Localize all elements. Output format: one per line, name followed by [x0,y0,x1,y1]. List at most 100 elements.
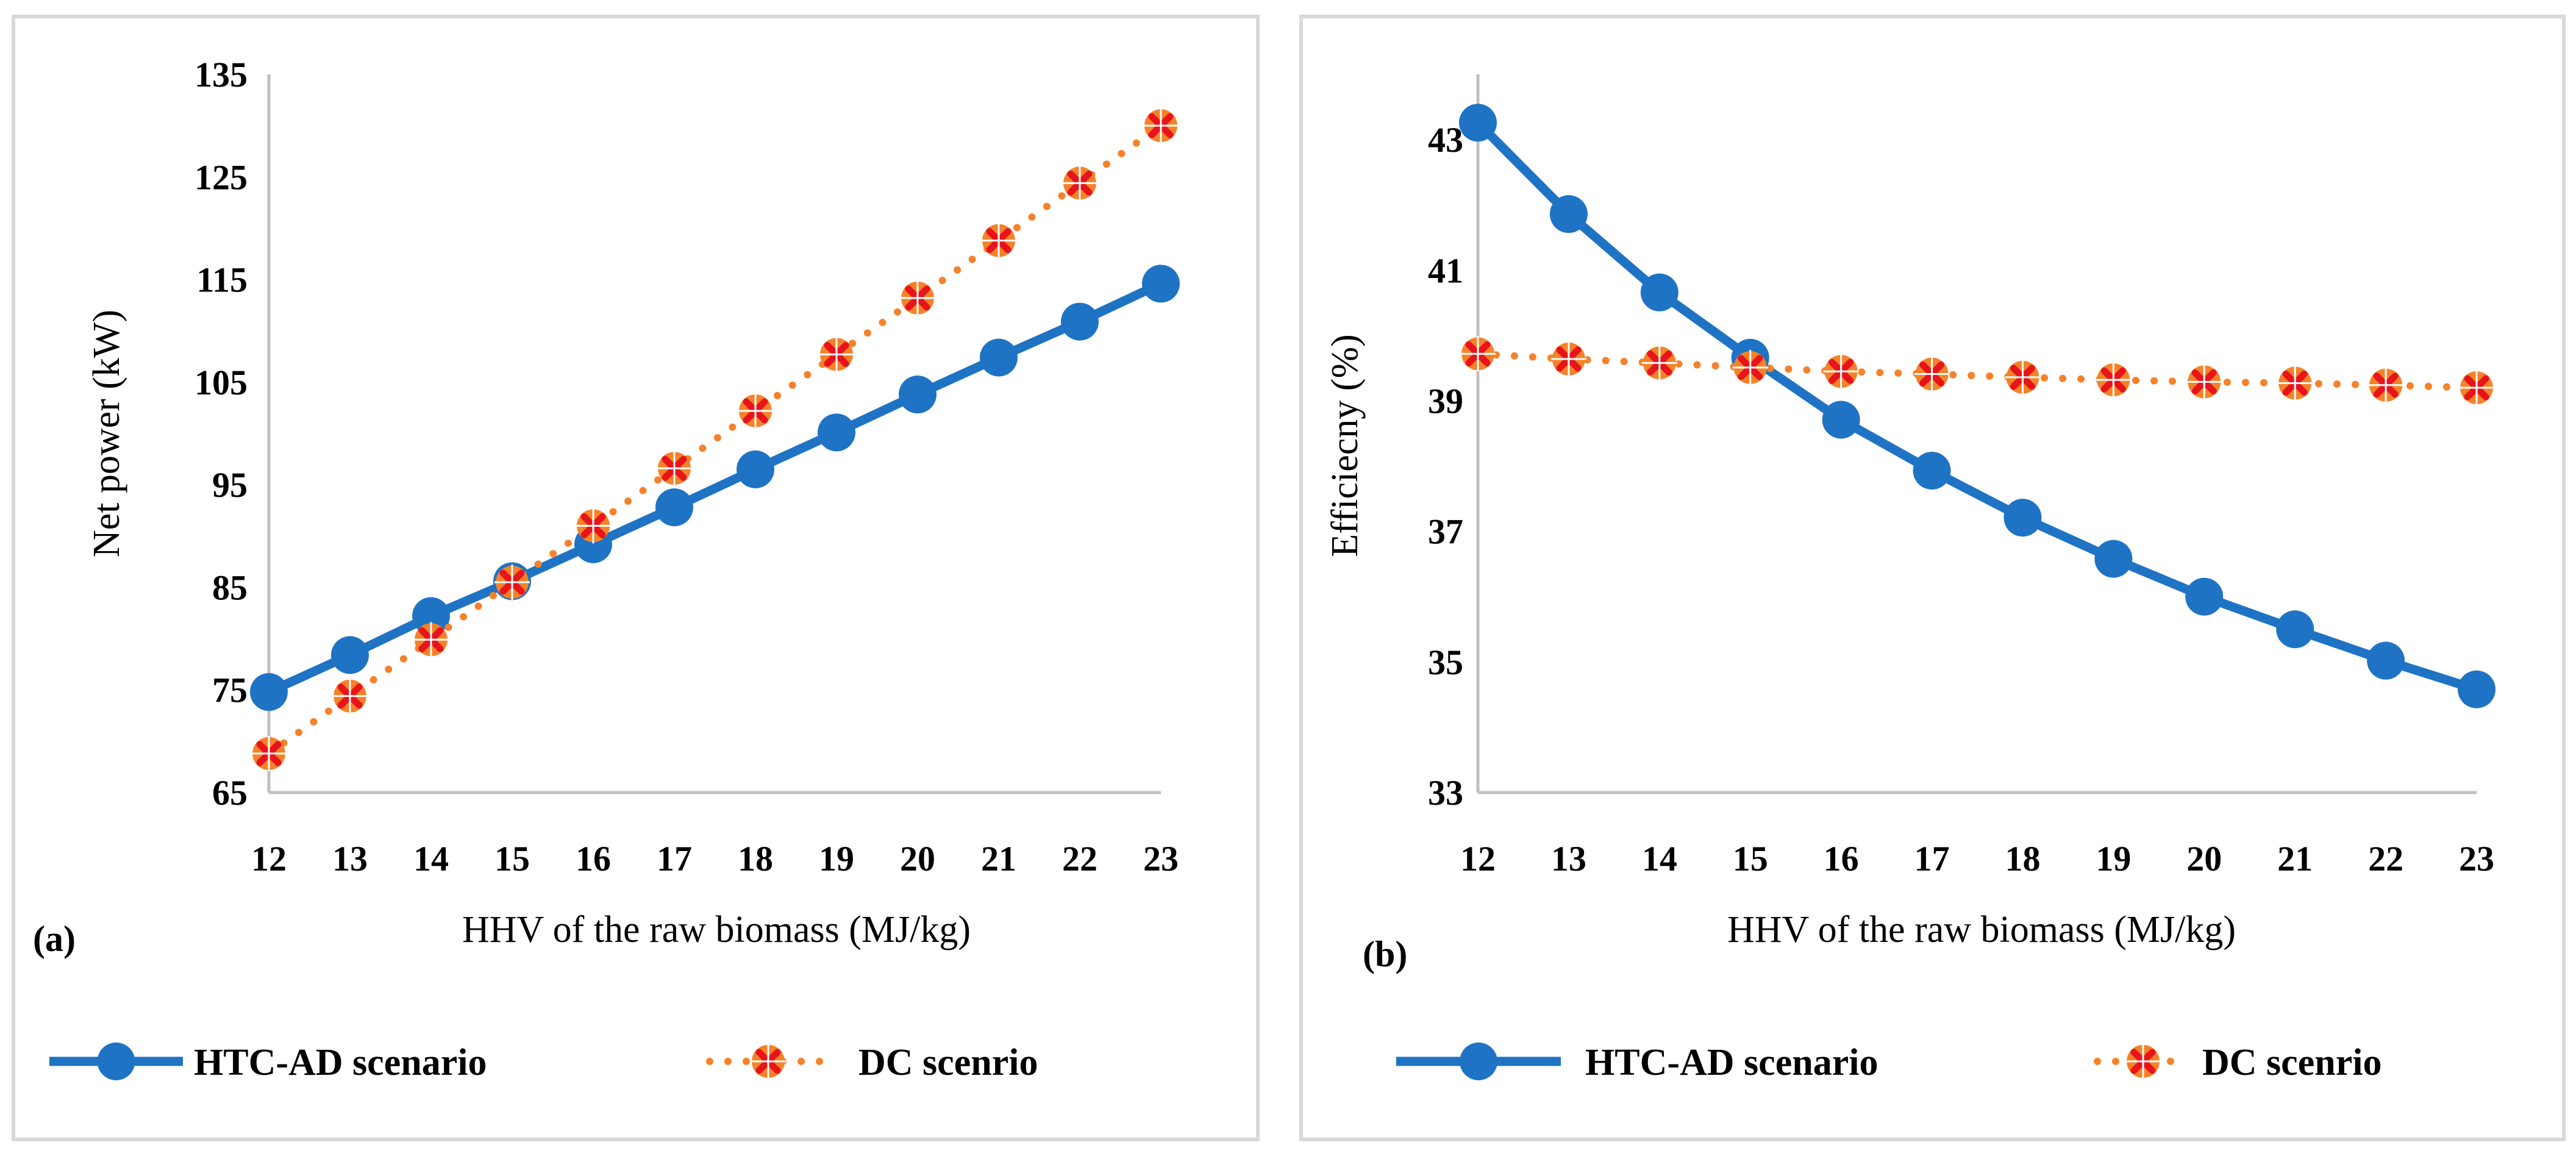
legend-dc-label: DC scenrio [2202,1042,2382,1083]
dc-data-point [2459,370,2494,406]
panel-b-border [1299,15,2566,1141]
y-tick-label: 85 [212,568,248,607]
htc-ad-data-point [1822,401,1860,439]
y-tick-label: 115 [196,260,248,300]
legend-htc-marker [97,1042,135,1080]
dc-data-point [576,508,611,544]
dc-data-point [494,565,530,600]
x-tick-label: 13 [1551,839,1586,878]
legend: HTC-AD scenario DC scenrio [49,1042,1038,1083]
x-tick-label: 12 [251,839,287,878]
y-tick-label: 75 [212,671,248,710]
htc-ad-data-point [1549,195,1588,233]
dc-data-point [2277,365,2313,401]
htc-ad-data-point [2003,499,2042,537]
dc-data-point [981,223,1016,258]
x-tick-label: 18 [738,839,773,878]
legend-htc-label: HTC-AD scenario [1585,1042,1878,1083]
dc-data-point [1550,341,1586,377]
x-tick-label: 15 [494,839,530,878]
x-tick-label: 12 [1460,839,1496,878]
panel-a-border [12,15,1260,1141]
htc-ad-data-point [2185,577,2224,616]
dc-data-point [413,622,449,658]
x-tick-label: 22 [1062,839,1097,878]
chart-a-net-power: 65 75 85 95 105 115 125 135 12 13 14 15 16 17 18 19 20 21… [33,55,1180,1083]
x-tick-label: 20 [900,839,935,878]
htc-ad-data-point [737,450,774,488]
x-tick-label: 23 [1143,839,1179,878]
legend-dc-marker [2125,1044,2161,1079]
dc-series-line [265,122,1165,758]
dc-data-point [738,393,773,429]
dc-data-point [2096,362,2132,398]
x-tick-label: 19 [2096,839,2131,878]
y-tick-label: 135 [194,55,248,94]
legend-dc-label: DC scenrio [858,1042,1038,1083]
htc-ad-data-point [2458,670,2496,708]
x-tick-label: 19 [819,839,854,878]
x-tick-label: 13 [332,839,368,878]
y-tick-label: 41 [1428,251,1463,290]
htc-ad-data-point [2276,610,2314,649]
legend-htc-marker [1460,1042,1497,1080]
x-tick-label: 22 [2368,839,2403,878]
htc-ad-data-point [1913,452,1951,490]
htc-ad-data-point [412,597,450,635]
htc-ad-data-point [655,488,693,527]
htc-ad-data-point [2367,641,2405,680]
x-tick-label: 15 [1733,839,1768,878]
y-tick-label: 95 [212,465,248,505]
htc-ad-data-point [1142,265,1180,303]
x-tick-label: 18 [2005,839,2040,878]
y-tick-label: 65 [212,773,248,813]
htc-ad-data-point [980,338,1018,377]
dc-data-point [1823,354,1859,390]
x-tick-label: 16 [576,839,611,878]
dc-data-point [1460,336,1496,372]
htc-ad-data-point [1640,273,1679,312]
y-tick-label: 43 [1428,120,1463,160]
dc-data-point [1914,356,1950,392]
htc-ad-data-point [1459,104,1497,142]
x-tick-label: 14 [1642,839,1677,878]
x-tick-label: 17 [1914,839,1950,878]
chart-b-efficiency: 33 35 37 39 41 43 12 13 14 15 16 17 18 19 20 21 22 23 HHV … [1324,74,2496,1083]
x-tick-label: 14 [413,839,449,878]
y-tick-label: 37 [1428,512,1463,552]
dc-data-point [819,337,854,372]
legend-htc-label: HTC-AD scenario [194,1042,487,1083]
y-tick-label: 39 [1428,381,1463,421]
y-tick-label: 35 [1428,643,1463,682]
x-tick-label: 16 [1824,839,1859,878]
y-tick-label: 105 [194,363,248,402]
dc-data-point [1641,345,1677,381]
htc-ad-data-point [2094,540,2133,578]
x-tick-label: 21 [981,839,1016,878]
dc-data-point [2186,364,2222,400]
y-tick-label: 125 [194,157,248,197]
x-axis-title: HHV of the raw biomass (MJ/kg) [1727,909,2236,950]
panel-label: (a) [33,919,76,959]
legend: HTC-AD scenario DC scenrio [1396,1042,2382,1083]
y-tick-label: 33 [1428,773,1463,813]
htc-ad-data-point [818,413,855,452]
htc-ad-data-point [250,673,288,711]
y-axis-title: Net power (kW) [86,310,127,557]
dc-data-point [900,280,935,316]
dc-data-point [251,736,287,772]
y-axis-title: Efficiecny (%) [1324,334,1366,557]
dc-data-point [1143,108,1179,144]
htc-ad-data-point [1061,302,1099,341]
dc-data-point [332,678,368,714]
x-tick-label: 20 [2186,839,2222,878]
x-axis-title: HHV of the raw biomass (MJ/kg) [462,909,971,950]
x-tick-label: 21 [2277,839,2313,878]
x-tick-label: 23 [2459,839,2494,878]
dc-data-point [1062,165,1097,201]
dc-data-point [2005,359,2041,395]
htc-ad-data-point [331,636,369,674]
htc-ad-data-point [899,376,937,414]
x-tick-label: 17 [657,839,692,878]
